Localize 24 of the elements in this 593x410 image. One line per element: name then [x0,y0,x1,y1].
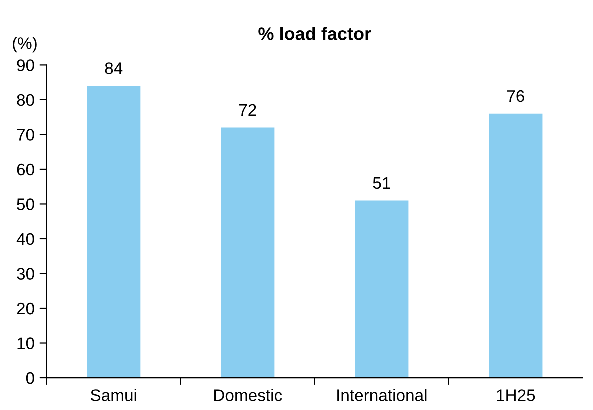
y-axis-title: (%) [13,37,37,53]
y-tick-label: 30 [17,268,34,280]
y-tick-label: 90 [17,60,34,72]
bar [355,200,409,378]
data-label: 84 [105,62,123,74]
y-tick-label: 60 [17,164,34,176]
x-tick-label: International [338,389,427,402]
bar [221,128,275,378]
data-label: 76 [507,90,524,102]
y-tick-label: 80 [17,94,34,106]
x-tick-label: 1H25 [497,390,536,402]
chart-title: % load factor [258,27,372,40]
data-label: 51 [373,177,390,190]
y-tick-label: 20 [17,302,34,315]
y-tick-label: 70 [17,129,34,141]
data-label: 72 [239,104,256,116]
x-tick-label: Domestic [214,389,282,402]
y-tick-label: 50 [17,198,34,210]
x-tick-label: Samui [90,389,136,402]
y-tick-label: 10 [18,338,34,350]
y-tick-label: 0 [26,372,34,384]
y-tick-label: 40 [16,233,34,246]
bar [87,86,141,378]
bar [489,114,543,378]
